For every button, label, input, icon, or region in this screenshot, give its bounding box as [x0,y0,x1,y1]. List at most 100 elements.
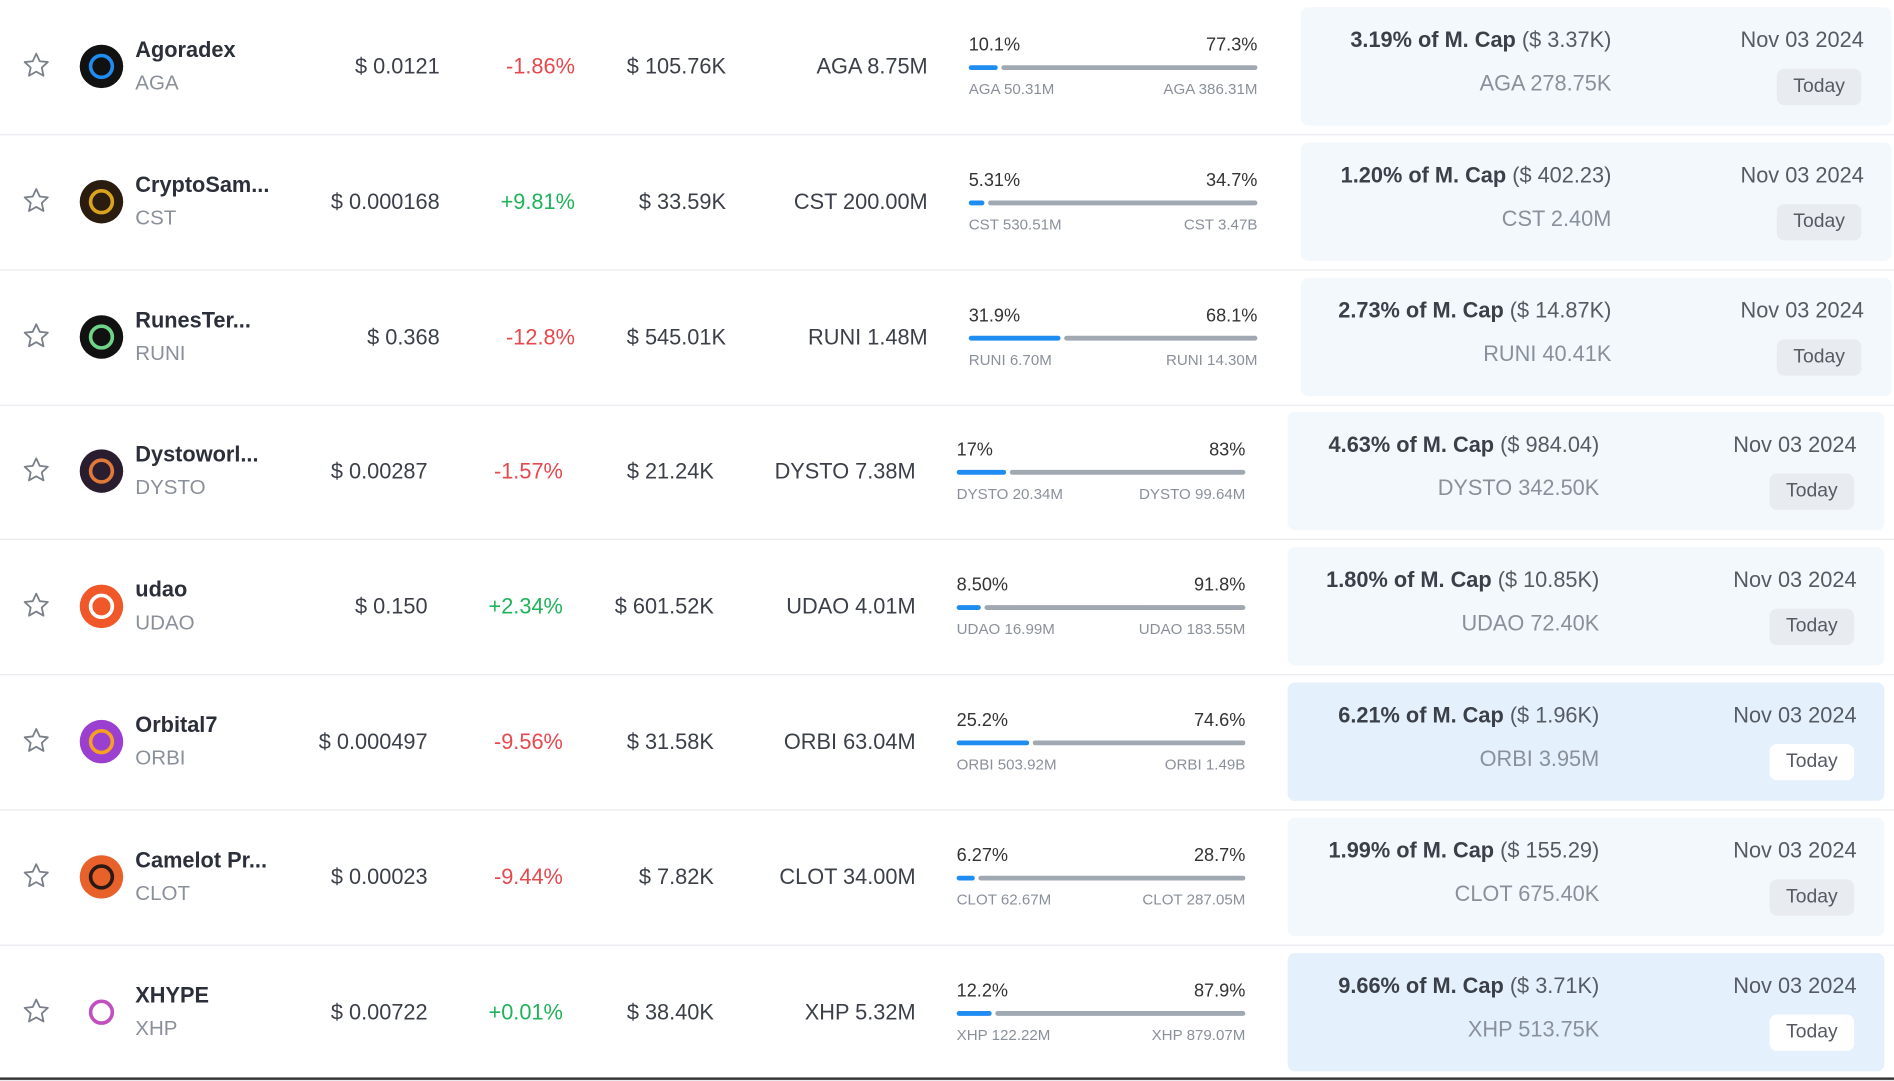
cap-value: ($ 3.37K) [1521,27,1612,52]
status-button[interactable]: Today [1769,744,1855,781]
table-row[interactable]: Dystoworl... DYSTO $ 0.00287 -1.57% $ 21.24K… [0,405,1894,541]
locked-pct: 68.1% [1206,305,1258,326]
favorite-star[interactable] [22,321,51,356]
locked-pct: 28.7% [1193,845,1246,866]
token-symbol: RUNI [135,341,186,365]
circulating-supply: CLOT 34.00M [779,864,916,889]
circulating-supply: CST 200.00M [793,189,928,214]
status-button[interactable]: Today [1776,338,1862,376]
price-change: -9.56% [493,729,563,754]
token-icon [79,449,124,494]
unlocked-amount: XHP 122.22M [956,1026,1051,1044]
token-name[interactable]: XHYPE [135,982,210,1007]
unlocked-pct: 5.31% [968,170,1021,191]
token-icon [79,989,124,1034]
favorite-star[interactable] [22,456,51,491]
table-row[interactable]: XHYPE XHP $ 0.00722 +0.01% $ 38.40K XHP 5.32M… [0,945,1894,1081]
price: $ 0.00023 [330,864,428,889]
table-row[interactable]: CryptoSam... CST $ 0.000168 +9.81% $ 33.59K C… [0,135,1894,271]
unlock-date: Nov 03 2024 [1740,27,1864,52]
price-change: -9.44% [493,864,563,889]
next-unlock-panel [1300,277,1892,396]
favorite-star[interactable] [22,861,51,896]
circulating-supply: UDAO 4.01M [786,594,916,619]
favorite-star[interactable] [22,51,51,86]
unlocked-amount: CLOT 62.67M [956,891,1052,909]
table-row[interactable]: udao UDAO $ 0.150 +2.34% $ 601.52K UDAO 4.01M… [0,540,1894,676]
unlock-date: Nov 03 2024 [1740,162,1864,187]
locked-bar [1001,65,1258,71]
unlocked-bar [968,65,998,71]
unlock-cap: 6.21% of M. Cap ($ 1.96K) [1338,703,1599,728]
price: $ 0.0121 [355,54,440,79]
cap-value: ($ 14.87K) [1509,297,1612,323]
locked-bar [984,605,1246,611]
token-name[interactable]: Dystoworl... [135,442,259,467]
favorite-star[interactable] [22,996,51,1031]
unlocked-amount: CST 530.51M [968,215,1062,233]
token-symbol: AGA [135,71,179,95]
locked-pct: 74.6% [1193,710,1246,731]
volume: $ 38.40K [626,999,714,1024]
status-button[interactable]: Today [1769,1014,1855,1051]
unlock-date: Nov 03 2024 [1733,702,1857,728]
unlocked-pct: 31.9% [968,305,1021,326]
token-name[interactable]: Camelot Pr... [135,847,268,872]
next-unlock-panel [1287,952,1885,1071]
favorite-star[interactable] [22,591,51,626]
unlock-date: Nov 03 2024 [1733,838,1857,863]
locked-amount: CST 3.47B [1183,215,1258,233]
unlock-amount: RUNI 40.41K [1483,341,1612,366]
unlock-amount: CLOT 675.40K [1454,881,1600,906]
status-button[interactable]: Today [1776,203,1862,241]
locked-bar [987,200,1258,206]
next-unlock-panel [1287,817,1885,936]
favorite-star[interactable] [22,186,51,221]
token-icon [79,314,124,359]
circulating-supply: AGA 8.75M [816,54,928,79]
unlock-cap: 9.66% of M. Cap ($ 3.71K) [1338,973,1599,998]
cap-percent: 1.80% of M. Cap [1326,567,1492,593]
locked-pct: 83% [1209,440,1246,461]
locked-pct: 91.8% [1193,575,1246,596]
table-row[interactable]: RunesTer... RUNI $ 0.368 -12.8% $ 545.01K RUN… [0,270,1894,406]
unlock-date: Nov 03 2024 [1733,973,1857,998]
token-name[interactable]: Agoradex [135,37,236,62]
price: $ 0.368 [367,324,440,349]
favorite-star[interactable] [22,726,51,761]
table-row[interactable]: Camelot Pr... CLOT $ 0.00023 -9.44% $ 7.82K C… [0,810,1894,946]
next-unlock-panel [1300,142,1892,261]
unlocked-bar [968,200,985,206]
volume: $ 33.59K [638,189,726,214]
unlocked-bar [956,605,982,611]
price-change: +0.01% [488,999,563,1024]
unlock-amount: CST 2.40M [1501,206,1612,231]
price: $ 0.150 [355,594,428,619]
price-change: -1.86% [506,54,575,79]
token-name[interactable]: RunesTer... [135,307,251,332]
table-row[interactable]: Orbital7 ORBI $ 0.000497 -9.56% $ 31.58K ORBI… [0,675,1894,811]
unlocked-pct: 12.2% [956,980,1009,1001]
token-name[interactable]: Orbital7 [135,712,218,737]
next-unlock-panel [1287,682,1885,801]
token-name[interactable]: udao [135,577,188,602]
status-button[interactable]: Today [1769,473,1855,511]
locked-amount: ORBI 1.49B [1164,756,1246,774]
circulating-supply: DYSTO 7.38M [774,459,916,484]
price: $ 0.00722 [330,999,428,1024]
unlocked-pct: 17% [956,440,993,461]
unlock-cap: 2.73% of M. Cap ($ 14.87K) [1338,298,1611,323]
volume: $ 545.01K [626,324,726,349]
status-button[interactable]: Today [1776,68,1862,106]
locked-bar [1033,740,1246,746]
volume: $ 21.24K [626,459,714,484]
status-button[interactable]: Today [1769,609,1855,646]
unlock-cap: 1.80% of M. Cap ($ 10.85K) [1326,568,1599,593]
status-button[interactable]: Today [1769,879,1855,916]
next-unlock-panel [1287,547,1885,666]
unlock-date: Nov 03 2024 [1740,297,1864,323]
table-row[interactable]: Agoradex AGA $ 0.0121 -1.86% $ 105.76K AGA 8.… [0,0,1894,136]
token-name[interactable]: CryptoSam... [135,172,270,197]
cap-percent: 2.73% of M. Cap [1338,297,1504,323]
volume: $ 105.76K [626,54,726,79]
